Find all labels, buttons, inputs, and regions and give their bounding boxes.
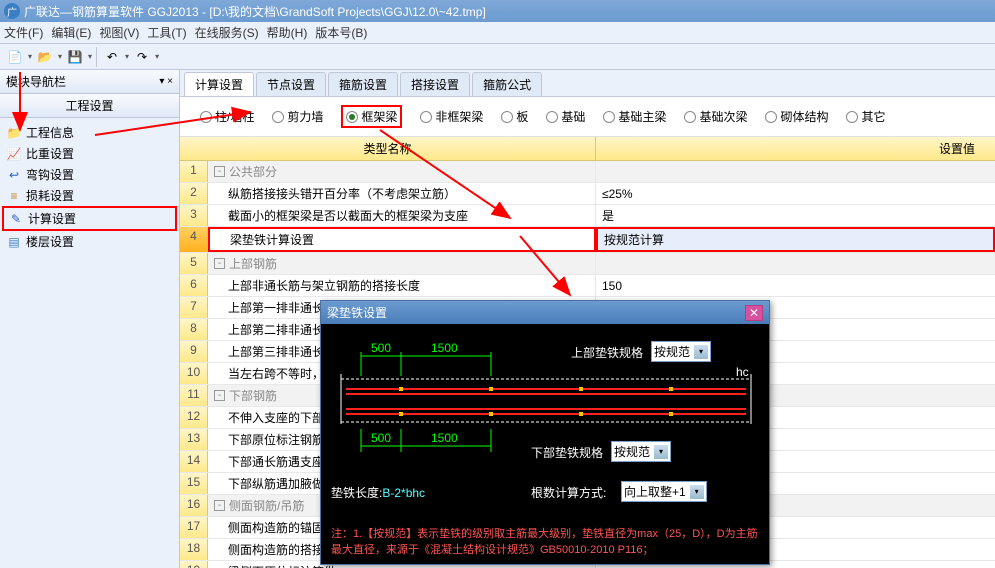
- tab[interactable]: 箍筋公式: [472, 72, 542, 96]
- grid-row[interactable]: 5-上部钢筋: [180, 253, 995, 275]
- svg-text:500: 500: [371, 431, 391, 445]
- nav-icon: ▤: [6, 234, 22, 250]
- grid-row[interactable]: 3截面小的框架梁是否以截面大的框架梁为支座是: [180, 205, 995, 227]
- dialog-note: 注：1.【按规范】表示垫铁的级别取主筋最大级别，垫铁直径为max（25，D），D…: [331, 527, 759, 558]
- svg-text:500: 500: [371, 341, 391, 355]
- nav-icon: ↩: [6, 167, 22, 183]
- tab[interactable]: 计算设置: [184, 72, 254, 96]
- grid-row[interactable]: 6上部非通长筋与架立钢筋的搭接长度150: [180, 275, 995, 297]
- radio-option[interactable]: 基础主梁: [603, 108, 666, 125]
- menubar: 文件(F) 编辑(E) 视图(V) 工具(T) 在线服务(S) 帮助(H) 版本号(B): [0, 22, 995, 44]
- radio-option[interactable]: 柱/墙柱: [200, 108, 254, 125]
- nav-icon: 📁: [6, 125, 22, 141]
- undo-button[interactable]: ↶: [101, 46, 123, 68]
- close-icon[interactable]: ✕: [745, 305, 763, 321]
- menu-item[interactable]: 视图(V): [99, 24, 139, 41]
- nav-header: 模块导航栏▾ ×: [0, 70, 179, 94]
- window-title: 广联达—钢筋算量软件 GGJ2013 - [D:\我的文档\GrandSoft …: [24, 3, 486, 20]
- open-button[interactable]: 📂: [34, 46, 56, 68]
- radio-option[interactable]: 砌体结构: [765, 108, 828, 125]
- svg-text:hc: hc: [736, 365, 749, 379]
- nav-icon: ✎: [8, 211, 24, 227]
- radio-row: 柱/墙柱 剪力墙 框架梁 非框架梁 板 基础 基础主梁 基础次梁 砌体结构 其它: [180, 97, 995, 137]
- app-icon: 广: [4, 3, 20, 19]
- tab[interactable]: 搭接设置: [400, 72, 470, 96]
- dialog-title[interactable]: 梁垫铁设置 ✕: [321, 301, 769, 324]
- grid-row[interactable]: 4梁垫铁计算设置按规范计算: [180, 227, 995, 253]
- menu-item[interactable]: 工具(T): [147, 24, 186, 41]
- menu-item[interactable]: 编辑(E): [51, 24, 91, 41]
- svg-text:1500: 1500: [431, 341, 458, 355]
- radio-option[interactable]: 板: [501, 108, 528, 125]
- nav-item[interactable]: 📈比重设置: [2, 143, 177, 164]
- nav-sub: 工程设置: [0, 94, 179, 118]
- toolbar: 📄▾ 📂▾ 💾▾ ↶▾ ↷▾: [0, 44, 995, 70]
- menu-item[interactable]: 版本号(B): [315, 24, 367, 41]
- redo-button[interactable]: ↷: [131, 46, 153, 68]
- nav-item[interactable]: ≡损耗设置: [2, 185, 177, 206]
- tab[interactable]: 箍筋设置: [328, 72, 398, 96]
- nav-item[interactable]: 📁工程信息: [2, 122, 177, 143]
- radio-option[interactable]: 框架梁: [341, 105, 402, 128]
- dialog: 梁垫铁设置 ✕ 500 1500 500 1500: [320, 300, 770, 565]
- radio-option[interactable]: 基础: [546, 108, 585, 125]
- radio-option[interactable]: 剪力墙: [272, 108, 323, 125]
- menu-item[interactable]: 文件(F): [4, 24, 43, 41]
- nav-item[interactable]: ✎计算设置: [2, 206, 177, 231]
- titlebar: 广 广联达—钢筋算量软件 GGJ2013 - [D:\我的文档\GrandSof…: [0, 0, 995, 22]
- bot-spec-select[interactable]: 按规范▾: [611, 441, 671, 462]
- nav-item[interactable]: ▤楼层设置: [2, 231, 177, 252]
- grid-row[interactable]: 1-公共部分: [180, 161, 995, 183]
- radio-option[interactable]: 非框架梁: [420, 108, 483, 125]
- grid-row[interactable]: 2纵筋搭接接头错开百分率（不考虑架立筋）≤25%: [180, 183, 995, 205]
- grid-header: 类型名称 设置值: [180, 137, 995, 161]
- nav-icon: 📈: [6, 146, 22, 162]
- tab[interactable]: 节点设置: [256, 72, 326, 96]
- menu-item[interactable]: 帮助(H): [267, 24, 308, 41]
- radio-option[interactable]: 其它: [846, 108, 885, 125]
- top-spec-select[interactable]: 按规范▾: [651, 341, 711, 362]
- nav-item[interactable]: ↩弯钩设置: [2, 164, 177, 185]
- calc-mode-select[interactable]: 向上取整+1▾: [621, 481, 707, 502]
- sidebar: 模块导航栏▾ × 工程设置 📁工程信息📈比重设置↩弯钩设置≡损耗设置✎计算设置▤…: [0, 70, 180, 568]
- menu-item[interactable]: 在线服务(S): [195, 24, 259, 41]
- nav-icon: ≡: [6, 188, 22, 204]
- new-button[interactable]: 📄: [4, 46, 26, 68]
- save-button[interactable]: 💾: [64, 46, 86, 68]
- svg-text:1500: 1500: [431, 431, 458, 445]
- radio-option[interactable]: 基础次梁: [684, 108, 747, 125]
- tabs: 计算设置节点设置箍筋设置搭接设置箍筋公式: [180, 70, 995, 97]
